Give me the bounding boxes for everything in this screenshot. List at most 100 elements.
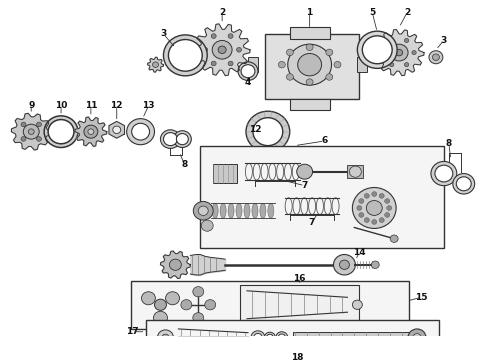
Circle shape — [181, 300, 192, 310]
Circle shape — [176, 134, 188, 145]
Bar — [200, 146, 444, 248]
Circle shape — [390, 235, 398, 242]
Text: 10: 10 — [55, 101, 67, 110]
Circle shape — [334, 62, 341, 68]
Bar — [131, 280, 409, 329]
Circle shape — [357, 31, 397, 68]
Circle shape — [36, 122, 42, 127]
Circle shape — [297, 164, 313, 179]
Circle shape — [48, 120, 74, 144]
Circle shape — [212, 40, 232, 59]
Bar — [347, 165, 363, 178]
Circle shape — [203, 48, 208, 52]
Circle shape — [265, 332, 275, 342]
Circle shape — [253, 118, 283, 146]
Ellipse shape — [268, 203, 274, 218]
Ellipse shape — [228, 203, 234, 218]
Circle shape — [352, 300, 362, 309]
Circle shape — [228, 61, 233, 66]
Circle shape — [152, 62, 158, 67]
Circle shape — [88, 129, 94, 135]
Bar — [248, 57, 258, 72]
Text: 6: 6 — [321, 136, 328, 145]
Circle shape — [164, 132, 177, 146]
Text: 12: 12 — [249, 125, 261, 134]
Circle shape — [385, 213, 390, 217]
Circle shape — [28, 129, 34, 135]
Circle shape — [431, 161, 457, 186]
Polygon shape — [75, 117, 107, 147]
Circle shape — [359, 213, 364, 217]
Polygon shape — [161, 251, 190, 279]
Circle shape — [278, 62, 285, 68]
Circle shape — [367, 201, 382, 215]
Circle shape — [395, 49, 403, 56]
Text: 2: 2 — [219, 8, 225, 17]
Circle shape — [404, 39, 409, 42]
Circle shape — [357, 206, 362, 210]
Circle shape — [211, 61, 216, 66]
Circle shape — [238, 62, 258, 81]
Circle shape — [387, 206, 392, 210]
Circle shape — [267, 334, 273, 341]
Text: 4: 4 — [245, 78, 251, 87]
Circle shape — [352, 188, 396, 229]
Text: 16: 16 — [294, 274, 306, 283]
Circle shape — [433, 54, 440, 60]
Circle shape — [412, 50, 416, 55]
Circle shape — [349, 166, 361, 177]
Circle shape — [193, 287, 204, 297]
Circle shape — [251, 331, 265, 344]
Text: 15: 15 — [415, 293, 427, 302]
Circle shape — [170, 259, 181, 270]
Circle shape — [193, 202, 213, 220]
Text: 3: 3 — [441, 36, 447, 45]
Circle shape — [456, 177, 471, 191]
Text: 3: 3 — [160, 30, 167, 39]
Polygon shape — [195, 24, 250, 76]
Bar — [146, 320, 439, 355]
Circle shape — [365, 218, 369, 222]
Text: 11: 11 — [85, 101, 97, 110]
Circle shape — [385, 199, 390, 203]
Circle shape — [193, 313, 204, 323]
Text: 14: 14 — [353, 248, 366, 257]
Text: 18: 18 — [292, 353, 304, 360]
Circle shape — [298, 54, 321, 76]
Text: 8: 8 — [181, 160, 188, 169]
Circle shape — [429, 51, 443, 64]
Ellipse shape — [260, 203, 266, 218]
Circle shape — [408, 329, 426, 346]
Bar — [357, 57, 368, 72]
Circle shape — [241, 65, 255, 78]
Ellipse shape — [244, 203, 250, 218]
Circle shape — [36, 136, 42, 141]
Circle shape — [306, 79, 313, 85]
Circle shape — [21, 122, 26, 127]
Ellipse shape — [252, 203, 258, 218]
Circle shape — [154, 299, 167, 310]
Circle shape — [334, 255, 355, 275]
Circle shape — [453, 174, 475, 194]
Circle shape — [371, 261, 379, 269]
Circle shape — [390, 39, 394, 42]
Bar — [293, 332, 412, 343]
Circle shape — [435, 165, 453, 182]
Polygon shape — [147, 57, 164, 72]
Ellipse shape — [236, 203, 242, 218]
Circle shape — [326, 49, 333, 56]
Circle shape — [413, 334, 421, 341]
Circle shape — [173, 131, 191, 148]
Circle shape — [169, 40, 202, 71]
Circle shape — [198, 206, 208, 215]
Circle shape — [218, 46, 226, 54]
Circle shape — [379, 194, 384, 198]
Polygon shape — [374, 30, 424, 76]
Bar — [240, 285, 359, 324]
Text: 2: 2 — [404, 8, 410, 17]
Circle shape — [372, 192, 377, 196]
Polygon shape — [11, 113, 51, 150]
Circle shape — [113, 126, 121, 134]
Circle shape — [365, 194, 369, 198]
Circle shape — [153, 311, 168, 324]
